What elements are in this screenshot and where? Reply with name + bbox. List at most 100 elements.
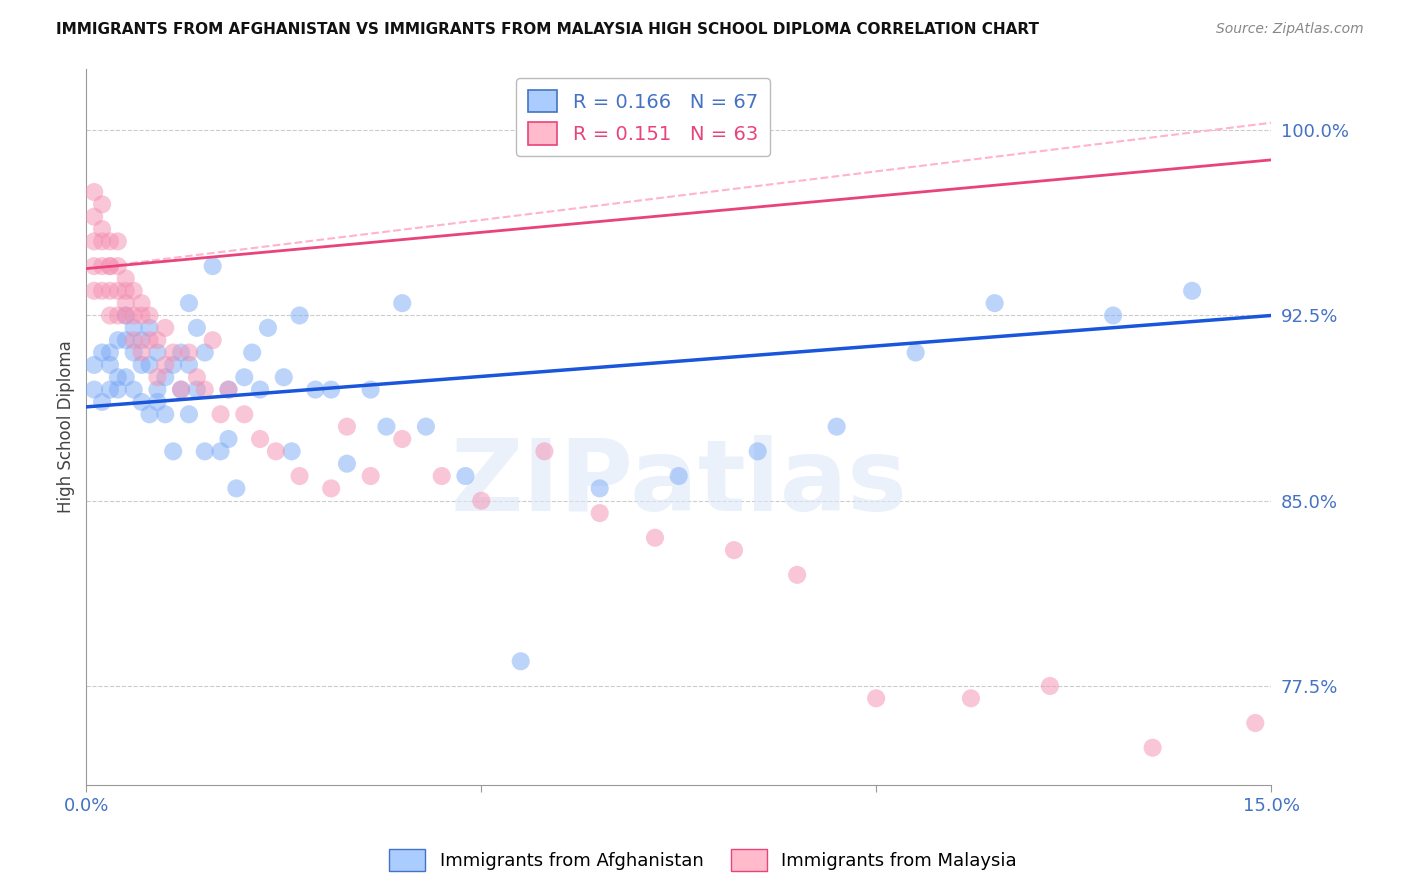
Point: [825, 419, 848, 434]
Point: [865, 691, 887, 706]
Point: [98, 383, 121, 397]
Point: [91, 345, 114, 359]
Point: [415, 419, 437, 434]
Point: [146, 383, 169, 397]
Point: [217, 383, 239, 397]
Point: [83, 235, 105, 249]
Point: [131, 296, 153, 310]
Point: [107, 284, 129, 298]
Point: [98, 259, 121, 273]
Point: [83, 358, 105, 372]
Point: [983, 296, 1005, 310]
Point: [91, 259, 114, 273]
Point: [723, 543, 745, 558]
Point: [122, 309, 145, 323]
Point: [91, 284, 114, 298]
Point: [162, 345, 184, 359]
Point: [304, 383, 326, 397]
Point: [257, 321, 280, 335]
Point: [209, 407, 232, 421]
Point: [114, 284, 136, 298]
Point: [83, 284, 105, 298]
Point: [454, 469, 477, 483]
Point: [138, 358, 160, 372]
Y-axis label: High School Diploma: High School Diploma: [58, 340, 75, 513]
Point: [83, 383, 105, 397]
Point: [162, 358, 184, 372]
Point: [107, 309, 129, 323]
Point: [194, 345, 217, 359]
Point: [201, 259, 224, 273]
Point: [589, 506, 612, 520]
Point: [240, 345, 263, 359]
Point: [470, 493, 492, 508]
Point: [146, 395, 169, 409]
Point: [131, 395, 153, 409]
Point: [146, 333, 169, 347]
Point: [107, 370, 129, 384]
Text: IMMIGRANTS FROM AFGHANISTAN VS IMMIGRANTS FROM MALAYSIA HIGH SCHOOL DIPLOMA CORR: IMMIGRANTS FROM AFGHANISTAN VS IMMIGRANT…: [56, 22, 1039, 37]
Point: [162, 444, 184, 458]
Point: [138, 309, 160, 323]
Point: [509, 654, 531, 668]
Point: [107, 235, 129, 249]
Point: [747, 444, 769, 458]
Point: [83, 210, 105, 224]
Point: [107, 333, 129, 347]
Point: [786, 567, 808, 582]
Point: [138, 321, 160, 335]
Point: [131, 309, 153, 323]
Point: [170, 383, 193, 397]
Point: [1039, 679, 1062, 693]
Point: [91, 222, 114, 236]
Point: [233, 407, 256, 421]
Point: [668, 469, 690, 483]
Point: [114, 271, 136, 285]
Point: [83, 185, 105, 199]
Point: [114, 333, 136, 347]
Point: [321, 383, 343, 397]
Point: [177, 358, 200, 372]
Point: [904, 345, 927, 359]
Point: [1142, 740, 1164, 755]
Point: [131, 333, 153, 347]
Point: [114, 309, 136, 323]
Point: [107, 259, 129, 273]
Point: [131, 345, 153, 359]
Point: [644, 531, 666, 545]
Point: [336, 419, 359, 434]
Point: [1181, 284, 1204, 298]
Point: [155, 370, 177, 384]
Point: [249, 432, 271, 446]
Point: [98, 284, 121, 298]
Point: [589, 482, 612, 496]
Point: [155, 407, 177, 421]
Point: [122, 321, 145, 335]
Point: [146, 370, 169, 384]
Point: [280, 444, 302, 458]
Point: [375, 419, 398, 434]
Point: [98, 259, 121, 273]
Point: [360, 469, 382, 483]
Point: [138, 333, 160, 347]
Point: [98, 358, 121, 372]
Point: [533, 444, 555, 458]
Point: [430, 469, 453, 483]
Point: [336, 457, 359, 471]
Point: [146, 345, 169, 359]
Point: [960, 691, 983, 706]
Point: [138, 407, 160, 421]
Point: [321, 482, 343, 496]
Point: [83, 259, 105, 273]
Legend: Immigrants from Afghanistan, Immigrants from Malaysia: Immigrants from Afghanistan, Immigrants …: [382, 842, 1024, 879]
Point: [170, 383, 193, 397]
Point: [233, 370, 256, 384]
Point: [177, 296, 200, 310]
Point: [288, 309, 311, 323]
Point: [391, 296, 413, 310]
Point: [107, 383, 129, 397]
Legend: R = 0.166   N = 67, R = 0.151   N = 63: R = 0.166 N = 67, R = 0.151 N = 63: [516, 78, 770, 156]
Point: [1244, 716, 1267, 731]
Point: [114, 370, 136, 384]
Point: [217, 432, 239, 446]
